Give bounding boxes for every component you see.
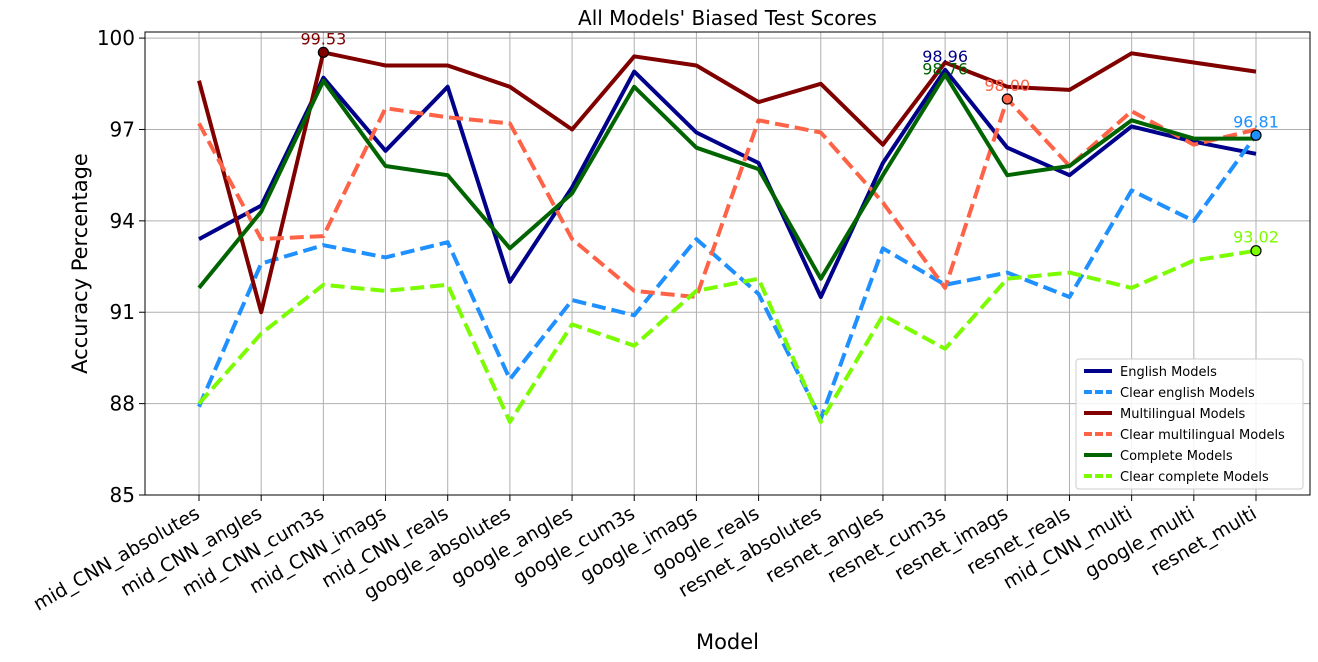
legend-item-label: Multilingual Models [1120, 407, 1245, 422]
annotation-marker [1001, 93, 1013, 105]
y-tick-label: 88 [110, 392, 135, 416]
series-line-4 [197, 72, 1256, 290]
annotation-label: 93.02 [1233, 228, 1279, 247]
annotation-label: 98.76 [922, 60, 968, 79]
annotation-label: 96.81 [1233, 112, 1279, 131]
x-axis-ticks: mid_CNN_absolutesmid_CNN_anglesmid_CNN_c… [30, 495, 1261, 615]
y-tick-label: 94 [110, 209, 135, 233]
series-lines [197, 50, 1258, 424]
legend: English Models Clear english Models Multil… [1075, 358, 1304, 490]
series-line-0 [198, 67, 1257, 299]
legend-item-label: Complete Models [1120, 449, 1233, 464]
annotation-label: 98.96 [922, 47, 968, 66]
annotation-marker [1250, 129, 1262, 141]
annotation-marker [317, 46, 329, 59]
y-axis-ticks: 85 88 91 94 97 100 [97, 26, 145, 507]
legend-box [1075, 358, 1304, 490]
x-axis-label: Model [696, 630, 759, 654]
legend-item-label: Clear complete Models [1120, 470, 1269, 485]
y-tick-label: 91 [110, 300, 135, 324]
legend-item-label: Clear multilingual Models [1120, 428, 1285, 443]
legend-item-label: English Models [1120, 365, 1217, 380]
y-axis-label: Accuracy Percentage [68, 153, 92, 374]
annotation-label: 99.53 [300, 29, 346, 48]
series-line-1 [197, 134, 1258, 421]
annotation-label: 98.00 [984, 76, 1030, 95]
y-tick-label: 100 [97, 26, 135, 50]
annotation-marker [1250, 245, 1262, 257]
legend-item-label: Clear english Models [1120, 386, 1255, 401]
series-line-2 [197, 50, 1257, 315]
plot-frame [144, 31, 1311, 496]
x-tick-label: resnet_multi [1147, 502, 1260, 580]
series-line-5 [197, 248, 1257, 424]
chart-title: All Models' Biased Test Scores [578, 6, 877, 30]
y-tick-label: 97 [110, 117, 135, 141]
y-tick-label: 85 [110, 483, 135, 507]
